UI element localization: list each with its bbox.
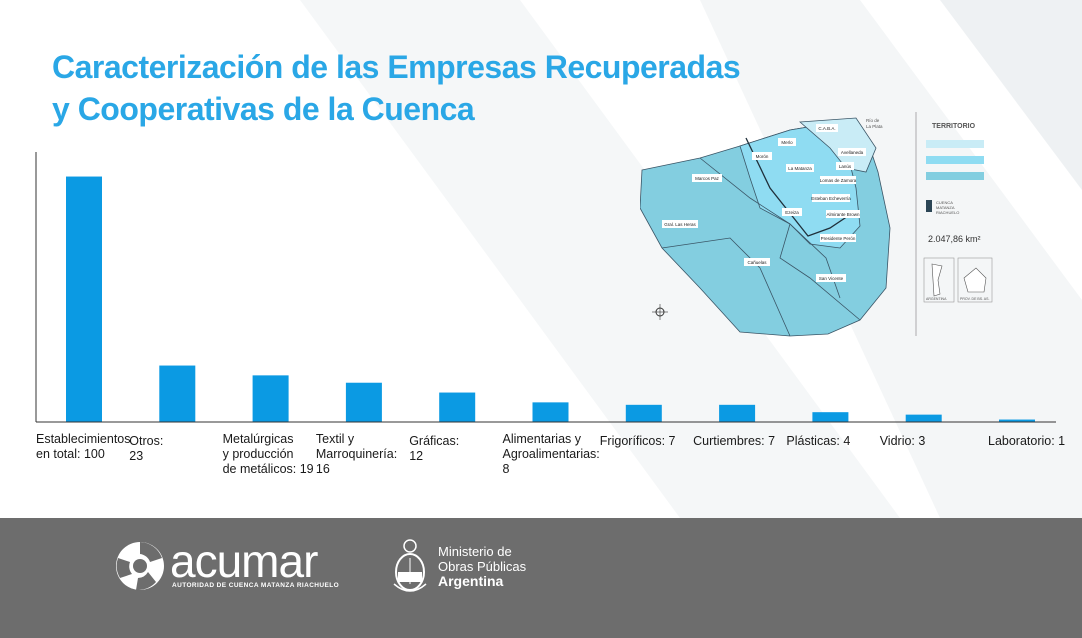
category-label-line: en total: 100 — [36, 447, 105, 461]
district-label: Merlo — [781, 140, 793, 145]
footer-bar — [0, 518, 1082, 638]
ministry-text: Ministerio de Obras Públicas Argentina — [438, 544, 526, 589]
district-label: La Matanza — [788, 166, 812, 171]
category-label-line: 8 — [502, 462, 510, 476]
district-label: Morón — [756, 154, 769, 159]
bar-7 — [719, 404, 756, 422]
ministry-line-2: Obras Públicas — [438, 559, 527, 574]
bar-2 — [252, 375, 289, 422]
category-label-line: 16 — [315, 462, 330, 476]
category-label-7: Curtiembres: 7 — [693, 434, 775, 449]
river-label-1: Río de — [866, 118, 880, 123]
category-label-line: Metalúrgicas — [222, 432, 294, 446]
bar-10 — [999, 419, 1035, 422]
ministry-logo[interactable]: Ministerio de Obras Públicas Argentina — [388, 536, 568, 600]
category-label-line: Plásticas: 4 — [786, 434, 851, 448]
district-labels: C.A.B.A. Morón Merlo La Matanza Lanús Av… — [662, 124, 866, 282]
ministry-line-1: Ministerio de — [438, 544, 512, 559]
bar-8 — [812, 412, 849, 422]
category-label-line: Laboratorio: 1 — [988, 434, 1066, 448]
category-label-3: Textil y Marroquinería: 16 — [316, 432, 397, 477]
category-label-line: 23 — [129, 449, 144, 463]
category-label-2: Metalúrgicas y producción de metálicos: 19 — [223, 432, 314, 477]
legend-swatch-dark — [926, 172, 984, 180]
legend-swatch-light — [926, 140, 984, 148]
acumar-logo[interactable]: acumar AUTORIDAD DE CUENCA MATANZA RIACH… — [112, 535, 352, 598]
legend-caption-1: CUENCA — [936, 200, 953, 205]
category-label-8: Plásticas: 4 — [786, 434, 850, 449]
territory-map: C.A.B.A. Morón Merlo La Matanza Lanús Av… — [639, 108, 1000, 340]
legend-caption-2: MATANZA — [936, 205, 955, 210]
acumar-tagline: AUTORIDAD DE CUENCA MATANZA RIACHUELO — [172, 582, 340, 589]
national-shield-icon — [393, 539, 427, 592]
map-area-value: 2.047,86 km² — [928, 234, 981, 244]
district-label: San Vicente — [819, 276, 844, 281]
inset-label-2: PROV. DE BS. AS. — [960, 297, 989, 301]
category-label-line: 12 — [409, 449, 424, 463]
category-label-line: Gráficas: — [409, 434, 460, 448]
ministry-line-3: Argentina — [438, 573, 504, 589]
bar-4 — [439, 392, 476, 422]
district-label: Lomas de Zamora — [820, 178, 857, 183]
district-label: Cañuelas — [747, 260, 767, 265]
district-label: C.A.B.A. — [818, 126, 835, 131]
category-label-line: Alimentarias y — [502, 432, 582, 446]
category-label-line: Marroquinería: — [315, 447, 398, 461]
district-label: Lanús — [839, 164, 852, 169]
title-line-2: y Cooperativas de la Cuenca — [52, 91, 475, 127]
category-label-line: de metálicos: 19 — [222, 462, 314, 476]
district-label: Ezeiza — [785, 210, 799, 215]
category-label-0: Establecimientos en total: 100 — [36, 432, 131, 462]
acumar-wordmark: acumar — [170, 535, 318, 587]
page-title: Caracterización de las Empresas Recupera… — [52, 46, 741, 130]
map-legend-title: TERRITORIO — [932, 123, 976, 130]
district-label: Gral. Las Heras — [664, 222, 696, 227]
category-label-4: Gráficas: 12 — [409, 434, 459, 464]
district-label: Almirante Brown — [826, 212, 860, 217]
title-line-1: Caracterización de las Empresas Recupera… — [52, 49, 741, 85]
category-label-10: Laboratorio: 1 — [988, 434, 1065, 449]
bar-chart — [35, 152, 1056, 423]
acumar-emblem-icon — [116, 542, 164, 591]
district-label: Presidente Perón — [821, 236, 856, 241]
bar-1 — [159, 365, 196, 422]
category-label-line: Establecimientos — [36, 432, 131, 446]
district-label: Esteban Echeverría — [811, 196, 851, 201]
category-label-line: y producción — [222, 447, 294, 461]
category-label-5: Alimentarias y Agroalimentarias: 8 — [503, 432, 600, 477]
district-label: Avellaneda — [841, 150, 864, 155]
river-label-2: La Plata — [866, 124, 883, 129]
category-label-1: Otros: 23 — [129, 434, 163, 464]
bar-9 — [905, 414, 942, 422]
bar-5 — [532, 402, 569, 422]
category-label-line: Curtiembres: 7 — [693, 434, 776, 448]
district-label: Marcos Paz — [695, 176, 720, 181]
bar-6 — [625, 404, 662, 422]
category-label-9: Vidrio: 3 — [880, 434, 926, 449]
bar-3 — [345, 382, 382, 422]
category-label-line: Vidrio: 3 — [879, 434, 926, 448]
category-label-6: Frigoríficos: 7 — [600, 434, 676, 449]
bar-0 — [66, 176, 102, 422]
category-label-line: Textil y — [315, 432, 355, 446]
category-label-line: Agroalimentarias: — [502, 447, 600, 461]
legend-caption-3: RIACHUELO — [936, 210, 959, 215]
category-label-line: Frigoríficos: 7 — [599, 434, 676, 448]
inset-label-1: ARGENTINA — [926, 297, 947, 301]
bar-group — [66, 176, 1035, 422]
category-label-line: Otros: — [129, 434, 164, 448]
compass-icon — [652, 304, 668, 320]
legend-swatch-mid — [926, 156, 984, 164]
